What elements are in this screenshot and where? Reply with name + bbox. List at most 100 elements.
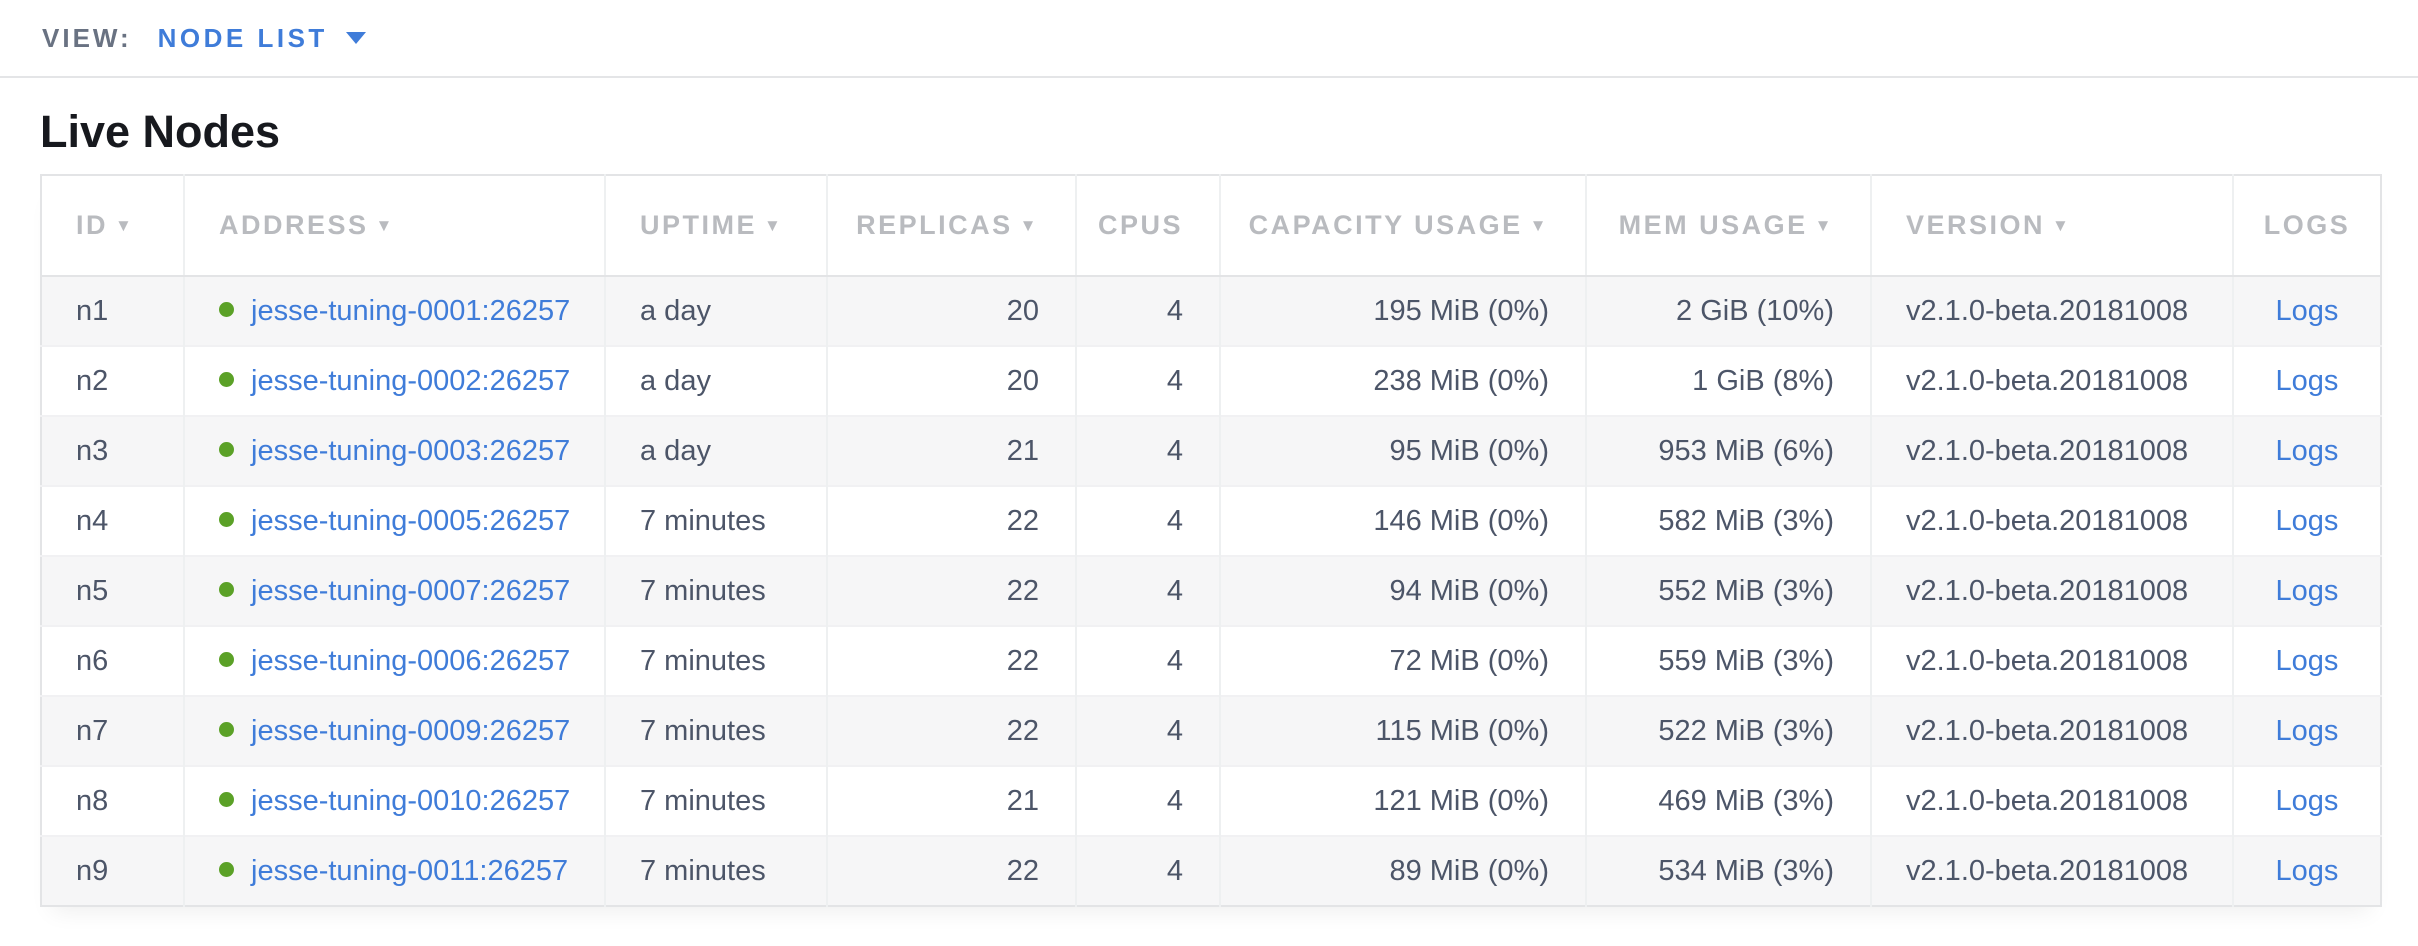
replicas-cell: 20 xyxy=(826,346,1076,416)
node-address-link[interactable]: jesse-tuning-0010:26257 xyxy=(251,784,571,817)
capacity-usage-cell: 115 MiB (0%) xyxy=(1219,696,1586,766)
table-row: n6 jesse-tuning-0006:26257 7 minutes 22 … xyxy=(41,626,2381,696)
column-header-label: VERSION xyxy=(1906,210,2046,240)
replicas-cell: 21 xyxy=(826,766,1076,836)
column-header-id[interactable]: ID ▼ xyxy=(41,175,184,277)
logs-link[interactable]: Logs xyxy=(2275,434,2339,467)
node-id-cell: n9 xyxy=(76,854,109,887)
logs-cell: Logs xyxy=(2232,346,2381,416)
node-address-link[interactable]: jesse-tuning-0007:26257 xyxy=(251,574,571,607)
logs-cell: Logs xyxy=(2232,766,2381,836)
node-address-cell: jesse-tuning-0006:26257 xyxy=(183,626,605,696)
logs-link[interactable]: Logs xyxy=(2275,364,2339,397)
status-dot-icon xyxy=(219,372,234,388)
sort-arrow-icon: ▼ xyxy=(1019,216,1039,235)
logs-link[interactable]: Logs xyxy=(2275,644,2339,677)
logs-cell: Logs xyxy=(2232,416,2381,486)
capacity-usage-cell: 94 MiB (0%) xyxy=(1219,556,1586,626)
view-bar: VIEW: NODE LIST xyxy=(0,0,2418,78)
version-cell: v2.1.0-beta.20181008 xyxy=(1870,696,2233,766)
mem-usage-cell: 469 MiB (3%) xyxy=(1585,766,1871,836)
node-address-link[interactable]: jesse-tuning-0006:26257 xyxy=(251,644,571,677)
view-selected-value: NODE LIST xyxy=(157,22,328,53)
logs-link[interactable]: Logs xyxy=(2275,714,2339,747)
node-id-cell: n6 xyxy=(76,644,109,677)
status-dot-icon xyxy=(219,862,234,878)
status-dot-icon xyxy=(219,582,234,598)
node-address-link[interactable]: jesse-tuning-0001:26257 xyxy=(251,294,571,327)
page-title: Live Nodes xyxy=(40,106,281,157)
status-dot-icon xyxy=(219,512,234,528)
version-cell: v2.1.0-beta.20181008 xyxy=(1870,276,2233,346)
cpus-cell: 4 xyxy=(1075,276,1220,346)
status-dot-icon xyxy=(219,792,234,808)
node-address-link[interactable]: jesse-tuning-0009:26257 xyxy=(251,714,571,747)
column-header-capacity[interactable]: CAPACITY USAGE ▼ xyxy=(1219,175,1586,277)
logs-cell: Logs xyxy=(2232,626,2381,696)
sort-arrow-icon: ▼ xyxy=(764,216,784,235)
node-address-link[interactable]: jesse-tuning-0005:26257 xyxy=(251,504,571,537)
uptime-cell: a day xyxy=(604,416,827,486)
cpus-cell: 4 xyxy=(1075,416,1220,486)
column-header-address[interactable]: ADDRESS ▼ xyxy=(183,175,605,277)
node-address-link[interactable]: jesse-tuning-0002:26257 xyxy=(251,364,571,397)
logs-link[interactable]: Logs xyxy=(2275,504,2339,537)
column-header-label: ID xyxy=(76,210,108,240)
column-header-replicas[interactable]: REPLICAS ▼ xyxy=(826,175,1076,277)
version-cell: v2.1.0-beta.20181008 xyxy=(1870,416,2233,486)
table-row: n4 jesse-tuning-0005:26257 7 minutes 22 … xyxy=(41,486,2381,556)
logs-link[interactable]: Logs xyxy=(2275,854,2339,887)
column-header-label: LOGS xyxy=(2263,210,2351,240)
capacity-usage-cell: 195 MiB (0%) xyxy=(1219,276,1586,346)
cpus-cell: 4 xyxy=(1075,556,1220,626)
sort-arrow-icon: ▼ xyxy=(1529,216,1549,235)
cpus-cell: 4 xyxy=(1075,486,1220,556)
uptime-cell: a day xyxy=(604,276,827,346)
column-header-cpus: CPUS xyxy=(1075,175,1220,277)
column-header-uptime[interactable]: UPTIME ▼ xyxy=(604,175,827,277)
replicas-cell: 22 xyxy=(826,486,1076,556)
uptime-cell: 7 minutes xyxy=(604,836,827,906)
capacity-usage-cell: 89 MiB (0%) xyxy=(1219,836,1586,906)
cpus-cell: 4 xyxy=(1075,696,1220,766)
column-header-version[interactable]: VERSION ▼ xyxy=(1870,175,2233,277)
logs-link[interactable]: Logs xyxy=(2275,784,2339,817)
table-header-row: ID ▼ ADDRESS ▼ UPTIME ▼ REPLICAS ▼ CPUS CAPA… xyxy=(41,175,2381,277)
column-header-label: ADDRESS xyxy=(219,210,369,240)
column-header-label: UPTIME xyxy=(640,210,758,240)
column-header-label: CAPACITY USAGE xyxy=(1248,210,1523,240)
node-address-link[interactable]: jesse-tuning-0011:26257 xyxy=(251,854,569,887)
status-dot-icon xyxy=(219,302,234,318)
view-selector[interactable]: NODE LIST xyxy=(158,23,366,54)
node-id-cell: n3 xyxy=(76,434,109,467)
uptime-cell: a day xyxy=(604,346,827,416)
status-dot-icon xyxy=(219,652,234,668)
node-id-cell: n8 xyxy=(76,784,109,817)
column-header-logs: LOGS xyxy=(2232,175,2381,277)
status-dot-icon xyxy=(219,442,234,458)
live-nodes-table-container: ID ▼ ADDRESS ▼ UPTIME ▼ REPLICAS ▼ CPUS CAPA… xyxy=(40,174,2382,907)
node-address-cell: jesse-tuning-0002:26257 xyxy=(183,346,605,416)
mem-usage-cell: 2 GiB (10%) xyxy=(1585,276,1871,346)
replicas-cell: 22 xyxy=(826,696,1076,766)
column-header-mem[interactable]: MEM USAGE ▼ xyxy=(1585,175,1871,277)
node-id-cell: n4 xyxy=(76,504,109,537)
node-address-cell: jesse-tuning-0005:26257 xyxy=(183,486,605,556)
uptime-cell: 7 minutes xyxy=(604,486,827,556)
table-row: n5 jesse-tuning-0007:26257 7 minutes 22 … xyxy=(41,556,2381,626)
node-address-link[interactable]: jesse-tuning-0003:26257 xyxy=(251,434,571,467)
column-header-label: MEM USAGE xyxy=(1618,210,1808,240)
mem-usage-cell: 1 GiB (8%) xyxy=(1585,346,1871,416)
replicas-cell: 22 xyxy=(826,556,1076,626)
logs-link[interactable]: Logs xyxy=(2275,574,2339,607)
capacity-usage-cell: 238 MiB (0%) xyxy=(1219,346,1586,416)
sort-arrow-icon: ▼ xyxy=(1814,216,1834,235)
table-row: n3 jesse-tuning-0003:26257 a day 21 4 95… xyxy=(41,416,2381,486)
table-row: n9 jesse-tuning-0011:26257 7 minutes 22 … xyxy=(41,836,2381,906)
node-id-cell: n2 xyxy=(76,364,109,397)
table-body: n1 jesse-tuning-0001:26257 a day 20 4 19… xyxy=(41,276,2381,906)
table-row: n8 jesse-tuning-0010:26257 7 minutes 21 … xyxy=(41,766,2381,836)
logs-link[interactable]: Logs xyxy=(2275,294,2339,327)
uptime-cell: 7 minutes xyxy=(604,696,827,766)
table-row: n7 jesse-tuning-0009:26257 7 minutes 22 … xyxy=(41,696,2381,766)
